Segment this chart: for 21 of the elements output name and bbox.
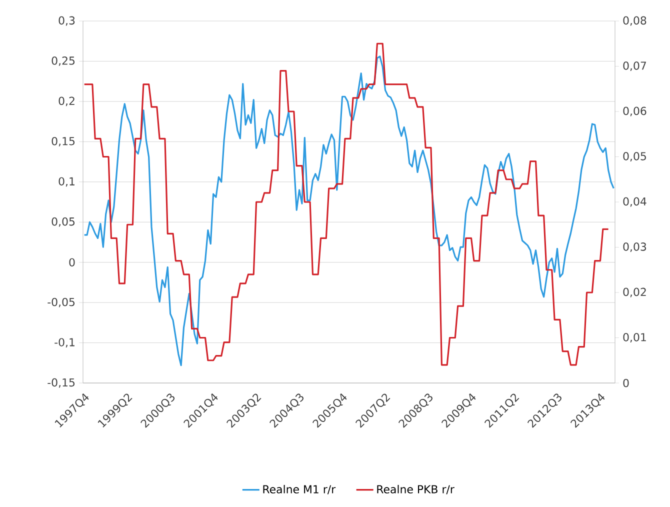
y-tick-label: -0,1 bbox=[54, 338, 74, 348]
y2-tick-label: 0,06 bbox=[623, 106, 646, 116]
y2-tick-label: 0,03 bbox=[623, 242, 646, 252]
legend-label: Realne M1 r/r bbox=[263, 484, 336, 494]
y2-tick-label: 0,07 bbox=[623, 62, 646, 71]
y2-tick-label: 0,05 bbox=[623, 152, 646, 162]
y2-tick-label: 0,04 bbox=[623, 197, 646, 207]
y2-tick-label: 0,01 bbox=[623, 333, 646, 342]
y-tick-label: 0 bbox=[69, 258, 75, 266]
y-tick-label: 0,2 bbox=[58, 96, 74, 106]
y-tick-label: 0,15 bbox=[52, 136, 75, 146]
y-tick-label: 0,3 bbox=[58, 16, 75, 26]
y-tick-label: 0,05 bbox=[52, 217, 75, 227]
y2-tick-label: 0,08 bbox=[623, 16, 646, 26]
y-tick-label: 0,25 bbox=[52, 56, 75, 66]
legend-label: Realne PKB r/r bbox=[377, 484, 454, 494]
y-tick-label: -0,15 bbox=[48, 378, 75, 388]
y2-tick-label: 0 bbox=[623, 378, 629, 388]
y2-tick-label: 0,02 bbox=[623, 288, 646, 298]
y-tick-label: 0,1 bbox=[58, 177, 74, 187]
y-tick-label: -0,05 bbox=[48, 298, 75, 308]
